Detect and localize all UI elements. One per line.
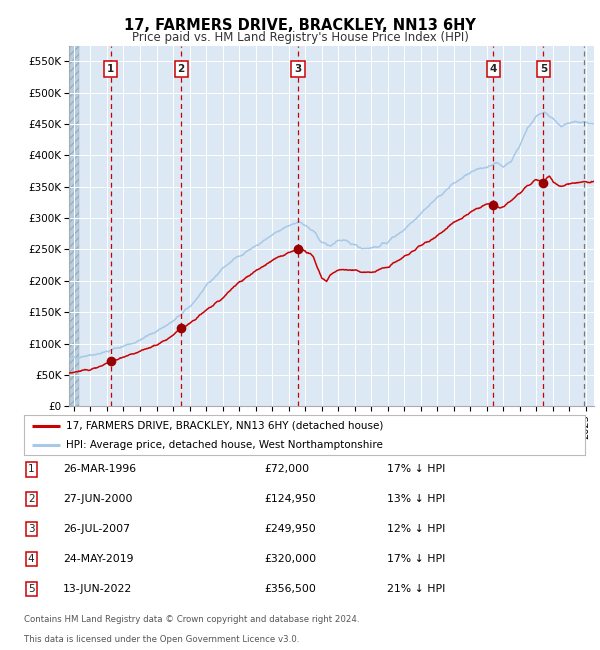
Text: 3: 3 [28, 524, 35, 534]
Text: 4: 4 [490, 64, 497, 74]
Text: 24-MAY-2019: 24-MAY-2019 [63, 554, 133, 564]
Text: £249,950: £249,950 [264, 524, 316, 534]
Text: 5: 5 [540, 64, 547, 74]
Text: £356,500: £356,500 [264, 584, 316, 594]
Text: £72,000: £72,000 [264, 464, 309, 474]
Text: £124,950: £124,950 [264, 494, 316, 504]
Text: 27-JUN-2000: 27-JUN-2000 [63, 494, 133, 504]
Text: 12% ↓ HPI: 12% ↓ HPI [387, 524, 445, 534]
Text: 3: 3 [295, 64, 302, 74]
Text: HPI: Average price, detached house, West Northamptonshire: HPI: Average price, detached house, West… [66, 440, 383, 450]
Text: 13% ↓ HPI: 13% ↓ HPI [387, 494, 445, 504]
Text: 17, FARMERS DRIVE, BRACKLEY, NN13 6HY (detached house): 17, FARMERS DRIVE, BRACKLEY, NN13 6HY (d… [66, 421, 383, 430]
Text: 2: 2 [28, 494, 35, 504]
Text: 21% ↓ HPI: 21% ↓ HPI [387, 584, 445, 594]
Text: 17% ↓ HPI: 17% ↓ HPI [387, 554, 445, 564]
Text: This data is licensed under the Open Government Licence v3.0.: This data is licensed under the Open Gov… [24, 634, 299, 644]
Text: Price paid vs. HM Land Registry's House Price Index (HPI): Price paid vs. HM Land Registry's House … [131, 31, 469, 44]
Text: 1: 1 [28, 464, 35, 474]
Text: Contains HM Land Registry data © Crown copyright and database right 2024.: Contains HM Land Registry data © Crown c… [24, 615, 359, 624]
Text: 17, FARMERS DRIVE, BRACKLEY, NN13 6HY: 17, FARMERS DRIVE, BRACKLEY, NN13 6HY [124, 18, 476, 33]
Text: 4: 4 [28, 554, 35, 564]
Text: £320,000: £320,000 [264, 554, 316, 564]
Text: 2: 2 [178, 64, 185, 74]
Text: 17% ↓ HPI: 17% ↓ HPI [387, 464, 445, 474]
Text: 26-MAR-1996: 26-MAR-1996 [63, 464, 136, 474]
Text: 5: 5 [28, 584, 35, 594]
Text: 13-JUN-2022: 13-JUN-2022 [63, 584, 132, 594]
Text: 26-JUL-2007: 26-JUL-2007 [63, 524, 130, 534]
Text: 1: 1 [107, 64, 115, 74]
